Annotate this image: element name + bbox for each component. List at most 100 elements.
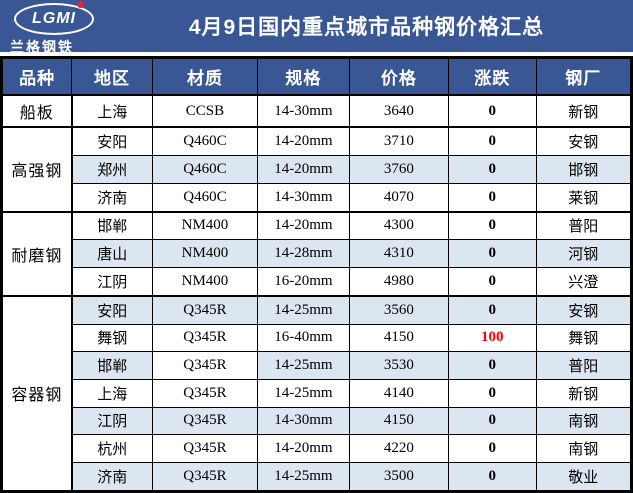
cell-material: Q345R	[151, 406, 259, 436]
header-row: 品种 地区 材质 规格 价格 涨跌 钢厂	[0, 57, 632, 96]
cell-region: 安阳	[71, 294, 153, 325]
cell-change: 0	[448, 210, 537, 241]
cell-mill: 南钢	[535, 434, 632, 463]
cell-region: 江阴	[71, 266, 153, 297]
cell-region: 济南	[71, 182, 153, 213]
cell-region: 郑州	[71, 155, 153, 184]
cell-price: 4150	[348, 323, 450, 353]
table-row: 上海 Q345R 14-25mm 4140 0 新钢	[2, 378, 632, 408]
cell-region: 唐山	[71, 239, 153, 268]
column-header-2: 材质	[151, 57, 259, 96]
logo-text: LGMI	[32, 10, 76, 27]
table-body: 船板 上海 CCSB 14-30mm 3640 0 新钢 高强钢 安阳 Q460C 14-20mm 3…	[0, 93, 632, 493]
logo-red-dot-icon	[77, 1, 84, 8]
cell-mill: 南钢	[535, 406, 632, 436]
column-header-1: 地区	[71, 57, 153, 96]
cell-material: Q345R	[151, 434, 259, 463]
cell-mill: 普阳	[535, 351, 632, 380]
cell-mill: 河钢	[535, 239, 632, 268]
table-row: 耐磨钢 邯郸 NM400 14-20mm 4300 0 普阳	[0, 210, 632, 297]
cell-spec: 16-40mm	[257, 323, 350, 353]
cell-spec: 14-25mm	[257, 351, 350, 380]
cell-region: 安阳	[71, 126, 153, 157]
cell-region: 济南	[71, 461, 153, 493]
cell-material: Q345R	[151, 294, 259, 325]
cell-change: 0	[448, 155, 537, 184]
cell-price: 3560	[348, 294, 450, 325]
lgmi-logo: LGMI 兰格钢铁	[10, 1, 120, 57]
table-row: 济南 Q345R 14-25mm 3500 0 敬业	[2, 461, 632, 493]
table-row: 杭州 Q345R 14-20mm 4220 0 南钢	[2, 434, 632, 463]
cell-material: NM400	[151, 210, 259, 241]
cell-region: 邯郸	[71, 210, 153, 241]
column-header-6: 钢厂	[535, 57, 632, 96]
cell-mill: 安钢	[535, 126, 632, 157]
table-row: 船板 上海 CCSB 14-30mm 3640 0 新钢	[0, 93, 632, 128]
cell-mill: 莱钢	[535, 182, 632, 213]
cell-region: 上海	[71, 378, 153, 408]
cell-mill: 普阳	[535, 210, 632, 241]
cell-price: 4980	[348, 266, 450, 297]
cell-material: Q345R	[151, 461, 259, 493]
cell-price: 4310	[348, 239, 450, 268]
cell-spec: 16-20mm	[257, 266, 350, 297]
cell-price: 3530	[348, 351, 450, 380]
cell-mill: 邯钢	[535, 155, 632, 184]
column-header-0: 品种	[0, 57, 73, 96]
banner: LGMI 兰格钢铁 4月9日国内重点城市品种钢价格汇总	[0, 0, 633, 56]
cell-material: Q460C	[151, 182, 259, 213]
cell-region: 上海	[71, 93, 153, 128]
cell-change: 100	[448, 323, 537, 353]
cell-price: 4140	[348, 378, 450, 408]
table-row: 江阴 Q345R 14-30mm 4150 0 南钢	[2, 406, 632, 436]
cell-mill: 新钢	[535, 378, 632, 408]
cell-price: 4070	[348, 182, 450, 213]
cell-material: Q345R	[151, 323, 259, 353]
cell-price: 4150	[348, 406, 450, 436]
cell-spec: 14-30mm	[257, 93, 350, 128]
cell-category: 高强钢	[0, 126, 73, 213]
cell-price: 3710	[348, 126, 450, 157]
cell-price: 4300	[348, 210, 450, 241]
cell-price: 4220	[348, 434, 450, 463]
logo-oval: LGMI	[14, 1, 94, 35]
cell-spec: 14-25mm	[257, 294, 350, 325]
cell-mill: 安钢	[535, 294, 632, 325]
cell-material: Q345R	[151, 378, 259, 408]
cell-change: 0	[448, 239, 537, 268]
cell-material: Q460C	[151, 155, 259, 184]
table-row: 容器钢 安阳 Q345R 14-25mm 3560 0 安钢	[0, 294, 632, 492]
cell-change: 0	[448, 406, 537, 436]
table-row: 邯郸 Q345R 14-25mm 3530 0 普阳	[2, 351, 632, 380]
cell-price: 3760	[348, 155, 450, 184]
table-row: 高强钢 安阳 Q460C 14-20mm 3710 0 安钢	[0, 126, 632, 213]
cell-spec: 14-20mm	[257, 126, 350, 157]
cell-price: 3640	[348, 93, 450, 128]
cell-spec: 14-20mm	[257, 210, 350, 241]
cell-spec: 14-30mm	[257, 406, 350, 436]
cell-change: 0	[448, 294, 537, 325]
table-row: 济南 Q460C 14-30mm 4070 0 莱钢	[2, 182, 632, 213]
cell-spec: 14-30mm	[257, 182, 350, 213]
cell-mill: 新钢	[535, 93, 632, 128]
cell-change: 0	[448, 266, 537, 297]
cell-category: 容器钢	[0, 294, 73, 492]
cell-spec: 14-20mm	[257, 434, 350, 463]
cell-material: NM400	[151, 239, 259, 268]
cell-spec: 14-28mm	[257, 239, 350, 268]
cell-material: CCSB	[151, 93, 259, 128]
cell-price: 3500	[348, 461, 450, 493]
cell-region: 杭州	[71, 434, 153, 463]
column-header-5: 涨跌	[448, 57, 537, 96]
cell-region: 邯郸	[71, 351, 153, 380]
cell-change: 0	[448, 93, 537, 128]
cell-category: 耐磨钢	[0, 210, 73, 297]
cell-mill: 敬业	[535, 461, 632, 493]
cell-region: 江阴	[71, 406, 153, 436]
table-header: 品种 地区 材质 规格 价格 涨跌 钢厂	[0, 57, 632, 96]
cell-change: 0	[448, 461, 537, 493]
cell-material: NM400	[151, 266, 259, 297]
cell-category: 船板	[0, 93, 73, 128]
cell-change: 0	[448, 351, 537, 380]
